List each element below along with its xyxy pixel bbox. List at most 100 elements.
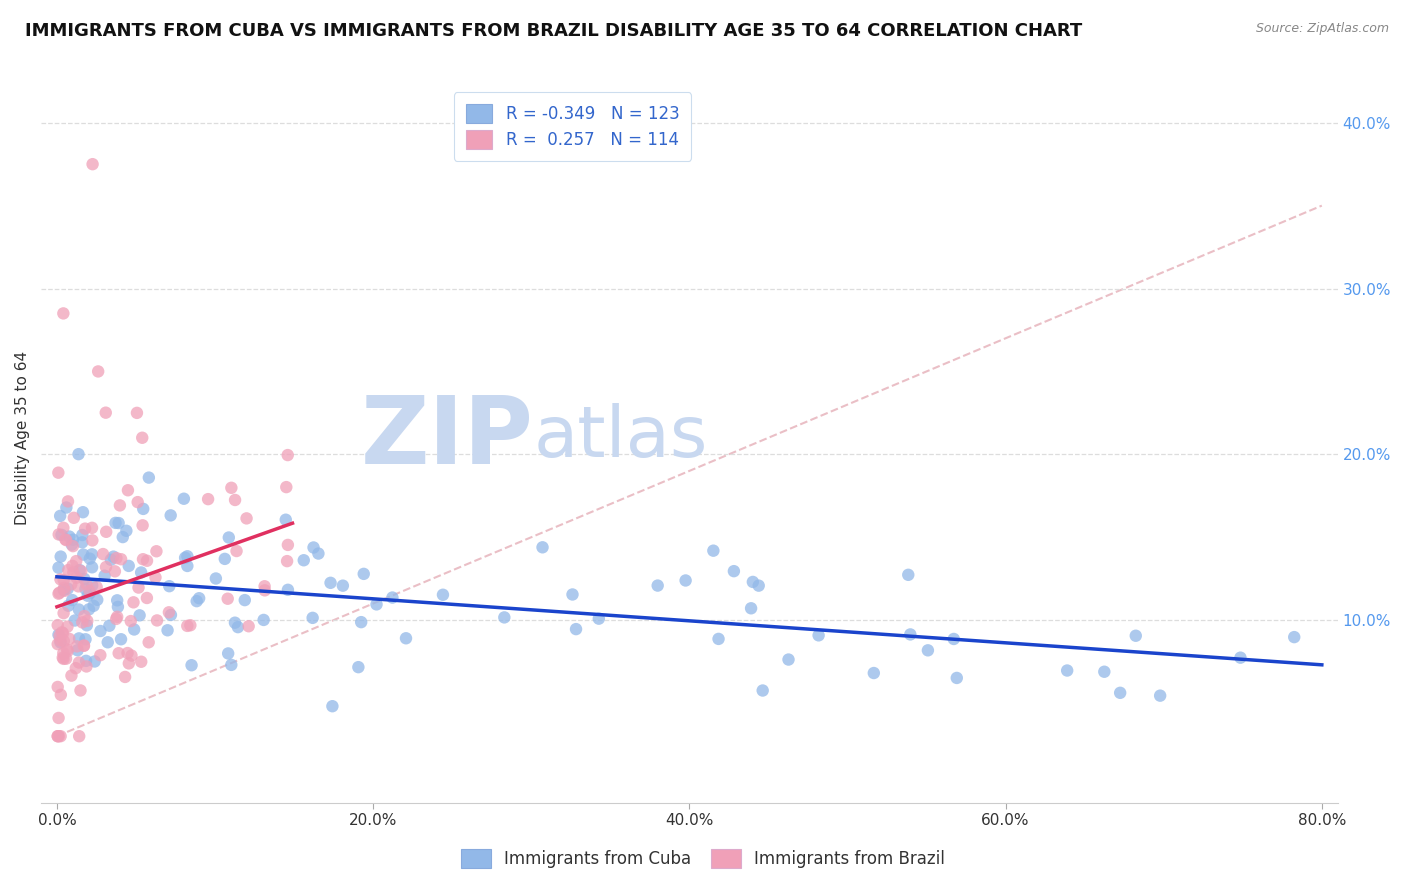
Point (366, 598, 388, 612)
Point (751, 683, 773, 698)
Point (55, 533, 77, 548)
Point (274, 513, 297, 527)
Point (58, 530, 80, 544)
Point (707, 632, 730, 646)
Point (105, 593, 128, 607)
Point (76, 589, 98, 603)
Point (60, 668, 83, 682)
Point (128, 608, 150, 623)
Point (65, 554, 87, 568)
Text: Source: ZipAtlas.com: Source: ZipAtlas.com (1256, 22, 1389, 36)
Point (103, 549, 125, 564)
Point (347, 660, 370, 674)
Point (52, 646, 75, 660)
Point (114, 670, 136, 684)
Point (46, 680, 69, 694)
Point (91, 547, 114, 561)
Point (62, 539, 84, 553)
Point (62, 533, 84, 547)
Point (1056, 664, 1078, 678)
Point (75, 654, 97, 668)
Point (48, 587, 70, 601)
Point (62, 558, 84, 573)
Point (83, 599, 105, 613)
Point (46, 637, 69, 651)
Point (80, 560, 103, 574)
Point (77, 602, 100, 616)
Text: ZIP: ZIP (361, 392, 534, 483)
Point (55, 651, 77, 665)
Point (253, 613, 276, 627)
Point (214, 552, 236, 566)
Point (49, 508, 72, 523)
Point (80, 547, 103, 561)
Point (319, 575, 342, 590)
Point (60, 538, 83, 552)
Point (129, 566, 152, 580)
Point (221, 657, 243, 672)
Point (80, 521, 103, 535)
Point (75, 577, 97, 591)
Point (49, 633, 72, 648)
Point (277, 582, 299, 597)
Point (145, 544, 167, 558)
Point (60, 593, 83, 607)
Point (70, 535, 93, 549)
Point (76, 614, 98, 628)
Point (49, 549, 72, 564)
Point (73, 639, 96, 653)
Point (136, 554, 159, 568)
Point (46, 618, 69, 632)
Point (276, 554, 298, 568)
Point (93, 568, 115, 582)
Point (160, 607, 183, 622)
Point (48, 466, 70, 480)
Point (73, 572, 96, 586)
Point (115, 524, 138, 538)
Point (52, 581, 75, 595)
Point (72, 528, 94, 542)
Point (235, 511, 257, 525)
Point (63, 614, 86, 628)
Point (128, 581, 150, 595)
Legend: R = -0.349   N = 123, R =  0.257   N = 114: R = -0.349 N = 123, R = 0.257 N = 114 (454, 92, 692, 161)
Point (75, 632, 97, 647)
Point (132, 502, 155, 516)
Point (83, 655, 105, 669)
Point (52, 634, 75, 648)
Point (647, 578, 669, 592)
Point (100, 552, 122, 566)
Point (73, 639, 96, 653)
Point (740, 601, 762, 615)
Point (353, 566, 375, 581)
Point (58, 563, 80, 577)
Point (122, 623, 145, 637)
Point (897, 567, 920, 582)
Point (94, 560, 117, 574)
Point (89, 624, 111, 638)
Point (49, 572, 72, 586)
Point (58, 599, 80, 613)
Point (186, 594, 208, 608)
Point (117, 483, 139, 498)
Point (60, 577, 83, 591)
Point (179, 618, 201, 632)
Point (66, 643, 89, 657)
Point (807, 628, 830, 642)
Point (741, 574, 763, 589)
Point (104, 564, 127, 578)
Point (1149, 689, 1171, 703)
Point (942, 632, 965, 646)
Point (321, 699, 343, 714)
Point (65, 571, 87, 585)
Point (122, 595, 145, 609)
Point (51, 528, 73, 542)
Point (121, 648, 143, 663)
Point (62, 511, 84, 525)
Point (176, 549, 198, 564)
Point (197, 492, 219, 507)
Point (67, 447, 90, 461)
Point (56, 494, 79, 508)
Point (65, 661, 87, 675)
Point (1229, 650, 1251, 665)
